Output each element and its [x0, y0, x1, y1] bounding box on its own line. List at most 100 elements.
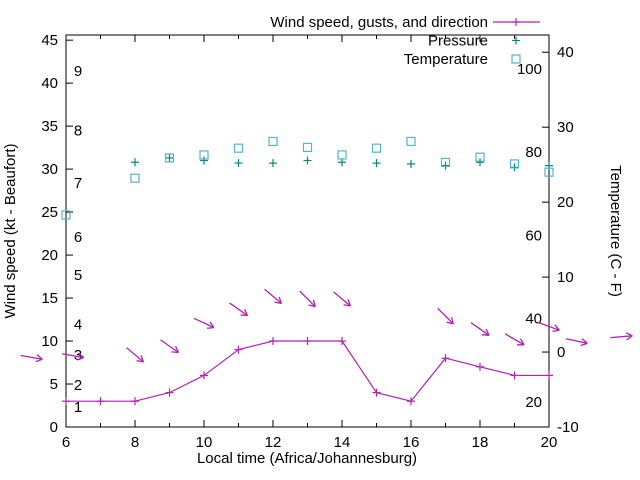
- wind-direction-arrow: [554, 324, 560, 331]
- wind-direction-arrow: [206, 326, 215, 329]
- wind-direction-arrow: [470, 322, 490, 336]
- wind-direction-arrow: [193, 317, 215, 329]
- beaufort-scale-label: 3: [74, 347, 82, 364]
- temperature-point: [337, 150, 347, 160]
- temperature-point: [475, 152, 485, 162]
- wind-direction-arrow: [35, 358, 43, 363]
- temperature-point: [302, 142, 313, 153]
- x-tick-label: 10: [196, 434, 213, 451]
- beaufort-scale-label: 7: [74, 175, 82, 192]
- beaufort-scale-label: 4: [74, 317, 82, 334]
- plot-border: [65, 34, 550, 428]
- wind-direction-arrow: [126, 347, 144, 363]
- x-tick-label: 14: [334, 434, 351, 451]
- legend-label-wind: Wind speed, gusts, and direction: [270, 14, 488, 31]
- wind-direction-arrow: [61, 353, 84, 359]
- temperature-point: [164, 153, 175, 163]
- wind-direction-arrow: [308, 304, 316, 308]
- y-left-axis-title: Wind speed (kt - Beaufort): [2, 143, 19, 318]
- temperature-point: [61, 210, 71, 220]
- y-right-tick-label: 20: [557, 194, 574, 211]
- wind-direction-arrow: [485, 328, 490, 336]
- x-tick-label: 8: [131, 434, 139, 451]
- wind-direction-arrow: [504, 333, 525, 346]
- wind-speed-line: [66, 340, 549, 402]
- fahrenheit-scale-label: 100: [517, 61, 542, 78]
- wind-direction-arrow: [610, 335, 633, 339]
- temperature-point: [406, 136, 416, 147]
- y-right-tick-label: 40: [557, 44, 574, 61]
- wind-direction-arrow: [299, 290, 316, 308]
- temperature-point: [509, 159, 520, 169]
- x-tick-label: 16: [403, 434, 420, 451]
- y-left-tick-label: 25: [41, 204, 58, 221]
- y-right-axis-title: Temperature (C - F): [607, 165, 624, 297]
- x-tick-label: 18: [472, 434, 489, 451]
- wind-direction-arrow: [446, 321, 454, 325]
- x-axis-title: Local time (Africa/Johannesburg): [197, 450, 417, 467]
- wind-direction-arrow: [140, 355, 145, 363]
- beaufort-scale-label: 8: [74, 122, 82, 139]
- temperature-point: [130, 173, 140, 183]
- y-left-tick-label: 35: [41, 118, 58, 135]
- fahrenheit-scale-label: 40: [525, 311, 542, 328]
- wind-direction-arrow: [174, 345, 180, 353]
- wind-direction-arrow: [552, 329, 560, 333]
- legend-label-pressure: Pressure: [428, 33, 488, 50]
- temperature-point: [371, 143, 382, 153]
- y-left-tick-label: 45: [41, 32, 58, 49]
- wind-direction-arrow: [333, 291, 351, 307]
- wind-direction-arrow: [626, 335, 633, 341]
- wind-direction-arrow: [264, 288, 282, 304]
- y-left-tick-label: 10: [41, 333, 58, 350]
- y-left-tick-label: 0: [50, 419, 58, 436]
- wind-direction-arrow: [171, 351, 179, 354]
- y-left-tick-label: 15: [41, 290, 58, 307]
- y-right-tick-label: 0: [557, 344, 565, 361]
- wind-direction-arrow: [481, 334, 490, 336]
- temperature-point: [199, 150, 209, 160]
- y-left-tick-label: 5: [50, 376, 58, 393]
- legend-sample-temperature: [511, 54, 521, 64]
- wind-direction-arrow: [278, 296, 283, 304]
- wind-direction-arrow: [581, 338, 588, 344]
- y-left-tick-label: 30: [41, 161, 58, 178]
- beaufort-scale-label: 6: [74, 229, 82, 246]
- wind-direction-arrow: [347, 299, 352, 307]
- temperature-point: [233, 143, 244, 153]
- wind-direction-arrow: [160, 339, 179, 354]
- plot-layer: 6 8 10 12 14 16 18 2005101520253035404512345678…: [20, 14, 633, 451]
- y-right-tick-label: 30: [557, 119, 574, 136]
- temperature-point: [440, 157, 451, 168]
- wind-direction-arrow: [76, 356, 84, 361]
- wind-direction-arrow: [20, 354, 43, 360]
- wind-direction-arrow: [450, 316, 454, 325]
- wind-direction-arrow: [519, 338, 525, 346]
- y-right-tick-label: 10: [557, 269, 574, 286]
- wind-direction-arrow: [274, 301, 282, 305]
- wind-direction-arrow: [209, 321, 215, 329]
- beaufort-scale-label: 2: [74, 377, 82, 394]
- wind-direction-arrow: [625, 332, 633, 337]
- wind-direction-arrow: [538, 322, 560, 331]
- fahrenheit-scale-label: 80: [525, 144, 542, 161]
- wind-direction-arrow: [36, 354, 43, 360]
- wind-direction-arrow: [343, 304, 351, 307]
- beaufort-scale-label: 9: [74, 63, 82, 80]
- fahrenheit-scale-label: 60: [525, 227, 542, 244]
- wind-direction-arrow: [565, 338, 588, 344]
- x-tick-label: 12: [265, 434, 282, 451]
- legend-label-temperature: Temperature: [404, 51, 488, 68]
- wind-direction-arrow: [240, 314, 248, 317]
- wind-direction-arrow: [580, 342, 588, 347]
- wind-direction-arrow: [77, 352, 85, 359]
- y-left-tick-label: 20: [41, 247, 58, 264]
- y-right-tick-label: -10: [557, 419, 579, 436]
- temperature-point: [544, 167, 554, 177]
- wind-direction-arrow: [243, 308, 249, 316]
- wind-direction-arrow: [136, 360, 144, 363]
- y-left-tick-label: 40: [41, 75, 58, 92]
- x-tick-label: 6: [62, 434, 70, 451]
- wind-direction-arrow: [312, 299, 316, 307]
